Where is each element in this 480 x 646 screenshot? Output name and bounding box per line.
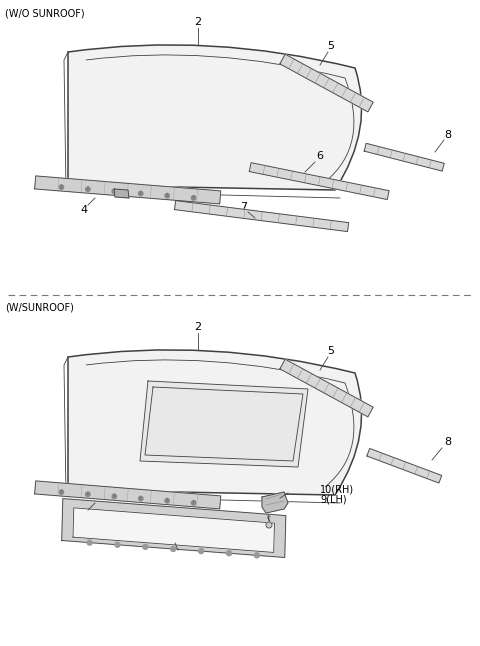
Circle shape	[143, 545, 148, 549]
Text: 7: 7	[240, 202, 248, 212]
Text: (W/SUNROOF): (W/SUNROOF)	[5, 303, 74, 313]
Circle shape	[59, 490, 64, 494]
Text: 4: 4	[81, 510, 87, 520]
Polygon shape	[35, 481, 221, 509]
Circle shape	[87, 540, 92, 545]
Circle shape	[165, 194, 169, 198]
Text: 1: 1	[276, 520, 284, 530]
Text: (W/O SUNROOF): (W/O SUNROOF)	[5, 8, 84, 18]
Polygon shape	[62, 499, 286, 557]
Polygon shape	[175, 201, 348, 231]
Text: 2: 2	[194, 17, 202, 27]
Polygon shape	[35, 176, 221, 204]
Text: 6: 6	[316, 151, 324, 161]
Circle shape	[192, 501, 196, 505]
Text: 2: 2	[194, 322, 202, 332]
PathPatch shape	[68, 45, 361, 190]
Polygon shape	[367, 448, 442, 483]
Text: 9(LH): 9(LH)	[320, 494, 347, 504]
Text: 8: 8	[444, 130, 452, 140]
Circle shape	[165, 499, 169, 503]
Circle shape	[199, 548, 204, 554]
Text: 5: 5	[327, 346, 335, 356]
Text: 8: 8	[444, 437, 452, 447]
Circle shape	[112, 189, 117, 194]
Circle shape	[139, 191, 143, 196]
Circle shape	[254, 553, 259, 558]
Text: 3: 3	[167, 533, 173, 543]
Circle shape	[112, 494, 117, 499]
Polygon shape	[249, 163, 389, 200]
Circle shape	[227, 551, 231, 556]
Polygon shape	[114, 189, 129, 198]
Text: 10(RH): 10(RH)	[320, 484, 354, 494]
PathPatch shape	[68, 350, 361, 495]
Text: 5: 5	[327, 41, 335, 51]
Polygon shape	[73, 508, 275, 552]
Polygon shape	[262, 492, 288, 513]
Circle shape	[171, 547, 176, 552]
Polygon shape	[280, 54, 373, 112]
Circle shape	[139, 496, 143, 501]
Circle shape	[59, 185, 64, 189]
Circle shape	[85, 187, 90, 191]
Circle shape	[266, 522, 272, 528]
Polygon shape	[140, 381, 308, 467]
Polygon shape	[364, 143, 444, 171]
Circle shape	[115, 542, 120, 547]
Circle shape	[192, 196, 196, 200]
Text: 4: 4	[81, 205, 87, 215]
Polygon shape	[280, 359, 373, 417]
Circle shape	[85, 492, 90, 497]
